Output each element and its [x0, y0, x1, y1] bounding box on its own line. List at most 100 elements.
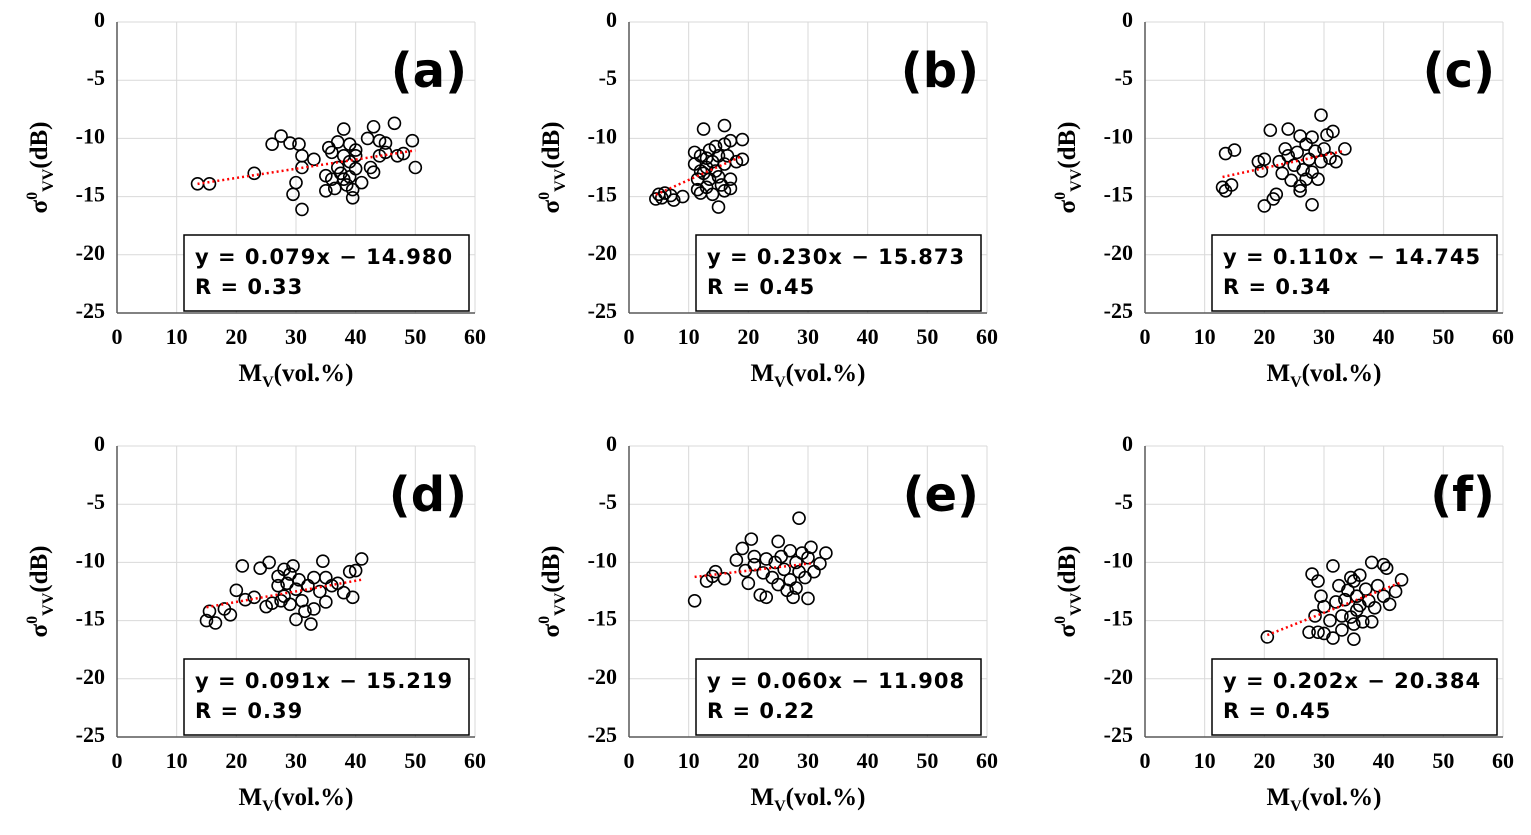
x-axis-label: MV(vol.%) — [1266, 784, 1381, 815]
point — [301, 578, 315, 593]
point — [723, 172, 738, 186]
point — [1305, 197, 1319, 212]
y-tick-label: -25 — [588, 298, 617, 323]
x-label-sub: V — [262, 798, 274, 815]
point — [202, 176, 217, 191]
y-tick-label: -15 — [76, 182, 105, 207]
point — [348, 143, 363, 157]
x-tick-label: 20 — [1253, 324, 1275, 349]
point — [1367, 600, 1382, 615]
point — [372, 133, 387, 148]
annotation: R = 0.34 — [1223, 275, 1331, 299]
y-label-sup: 0 — [24, 192, 41, 200]
x-tick-label: 10 — [1194, 748, 1216, 773]
point — [1290, 145, 1304, 160]
point — [1275, 166, 1290, 181]
y-tick-label: -5 — [1115, 65, 1133, 90]
x-label-rest: (vol.%) — [274, 360, 354, 387]
point — [1224, 178, 1239, 192]
y-tick-label: -15 — [76, 606, 105, 631]
x-tick-label: 60 — [464, 748, 486, 773]
panel: 0 10 20 30 40 50 60 0 -5 -10 -15 -20 -25 y = 0.230x −… — [536, 7, 998, 391]
point — [235, 559, 250, 573]
y-label-sub: VV — [40, 168, 57, 192]
y-tick-label: -20 — [588, 664, 617, 689]
x-tick-label: 40 — [857, 748, 879, 773]
annotation: R = 0.33 — [195, 275, 303, 299]
y-axis-label: σ0VV(dB) — [1052, 122, 1085, 214]
point — [687, 594, 702, 608]
annotation-box — [183, 234, 470, 312]
point — [262, 555, 276, 570]
point — [336, 122, 351, 136]
point — [295, 202, 309, 217]
point — [705, 187, 720, 202]
point — [330, 576, 345, 591]
y-tick-label: -20 — [1104, 240, 1133, 265]
point — [247, 590, 262, 605]
panel: 0 10 20 30 40 50 60 0 -5 -10 -15 -20 -25 y = 0.079x −… — [24, 7, 486, 391]
y-label-rest: (dB) — [538, 546, 565, 593]
x-tick-label: 50 — [916, 324, 938, 349]
point — [324, 145, 339, 160]
point — [1263, 123, 1278, 138]
point — [307, 152, 321, 167]
point — [717, 118, 732, 133]
point — [1364, 614, 1379, 629]
x-tick-label: 20 — [737, 748, 759, 773]
point — [378, 145, 393, 160]
annotation-box — [695, 658, 982, 736]
point — [804, 540, 818, 555]
x-tick-label: 60 — [976, 748, 998, 773]
y-label-rest: (dB) — [1054, 546, 1081, 593]
x-tick-label: 50 — [404, 748, 426, 773]
point — [771, 534, 785, 549]
annotation-box — [1211, 234, 1498, 312]
point — [307, 570, 321, 585]
x-tick-label: 50 — [1432, 748, 1454, 773]
point — [1350, 589, 1364, 603]
x-tick-label: 30 — [1313, 748, 1335, 773]
x-tick-label: 10 — [166, 748, 188, 773]
point — [1338, 142, 1352, 156]
point — [354, 175, 369, 190]
point — [274, 129, 288, 143]
annotation: R = 0.22 — [707, 699, 815, 723]
point — [265, 596, 279, 610]
y-tick-label: -10 — [588, 547, 617, 572]
point — [286, 187, 300, 202]
y-tick-label: -5 — [87, 489, 105, 514]
point — [286, 559, 300, 573]
point — [1257, 199, 1272, 213]
point — [1251, 154, 1266, 169]
point — [319, 168, 333, 183]
point — [711, 200, 726, 214]
x-tick-label: 0 — [624, 324, 635, 349]
annotation: y = 0.091x − 15.219 — [195, 669, 453, 693]
x-label-main: M — [1266, 784, 1290, 811]
y-label-rest: (dB) — [1054, 122, 1081, 169]
point — [319, 570, 333, 585]
point — [283, 597, 297, 612]
point — [316, 554, 330, 569]
point — [789, 555, 803, 570]
point — [657, 186, 672, 200]
point — [747, 557, 762, 572]
x-label-rest: (vol.%) — [1302, 360, 1382, 387]
point — [271, 578, 285, 593]
x-tick-label: 20 — [225, 324, 247, 349]
point — [801, 591, 815, 606]
point — [1281, 149, 1295, 163]
x-tick-label: 0 — [112, 748, 123, 773]
trendline — [694, 561, 815, 579]
point — [1323, 613, 1337, 628]
point — [786, 590, 800, 605]
annotation: R = 0.45 — [707, 275, 815, 299]
point — [345, 190, 360, 205]
y-tick-label: 0 — [606, 431, 617, 456]
annotation: R = 0.45 — [1223, 699, 1331, 723]
point — [265, 137, 279, 152]
y-tick-label: -25 — [76, 722, 105, 747]
point — [1308, 144, 1322, 159]
